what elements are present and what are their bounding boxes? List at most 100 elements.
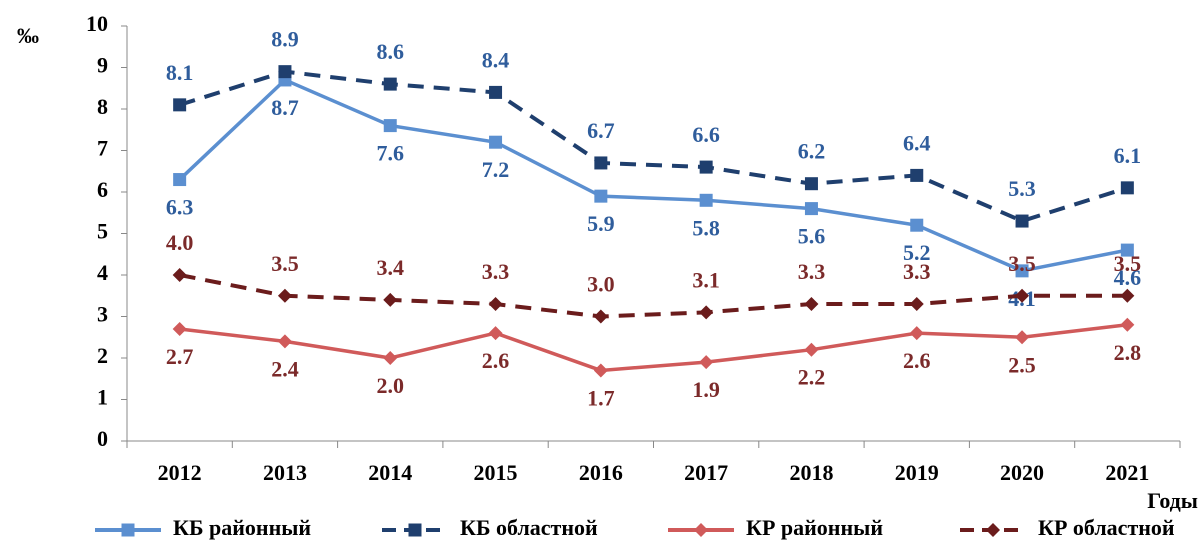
data-label: 2.6 — [482, 348, 510, 373]
series-line — [179, 273, 1128, 319]
data-label: 2.8 — [1114, 340, 1142, 365]
x-tick-label: 2017 — [684, 460, 728, 485]
x-tick-label: 2018 — [789, 460, 833, 485]
data-point — [173, 98, 187, 112]
data-point — [1120, 317, 1135, 332]
data-label: 6.7 — [587, 118, 615, 143]
x-tick-label: 2015 — [474, 460, 518, 485]
series-line — [179, 323, 1128, 373]
legend-marker — [121, 523, 135, 537]
data-label: 8.1 — [166, 60, 194, 85]
data-point — [488, 326, 503, 341]
x-tick-label: 2013 — [263, 460, 307, 485]
data-point — [910, 168, 924, 182]
data-point — [488, 297, 503, 312]
x-tick-label: 2019 — [895, 460, 939, 485]
x-tick-label: 2014 — [368, 460, 412, 485]
data-point — [699, 193, 713, 207]
x-tick-label: 2021 — [1105, 460, 1149, 485]
data-label: 3.5 — [1114, 251, 1142, 276]
data-label: 3.5 — [271, 251, 299, 276]
data-label: 2.7 — [166, 344, 194, 369]
data-point — [909, 297, 924, 312]
data-point — [699, 355, 714, 370]
data-point — [909, 326, 924, 341]
x-axis-label: Годы — [1147, 488, 1198, 513]
legend-label: КБ областной — [460, 515, 598, 540]
data-label: 6.6 — [692, 122, 720, 147]
data-point — [1120, 243, 1134, 257]
data-label: 4.6 — [1114, 265, 1142, 290]
data-label: 3.4 — [377, 255, 405, 280]
data-label: 2.5 — [1008, 352, 1036, 377]
data-label: 6.3 — [166, 195, 194, 220]
legend-label: КБ районный — [173, 515, 311, 540]
data-label: 4.0 — [166, 230, 194, 255]
data-point — [593, 309, 608, 324]
data-point — [172, 321, 187, 336]
y-unit: ‰ — [17, 23, 39, 48]
data-label: 1.7 — [587, 385, 615, 410]
data-label: 2.2 — [798, 365, 826, 390]
data-label: 8.7 — [271, 95, 299, 120]
data-label: 8.6 — [377, 39, 405, 64]
data-point — [1015, 330, 1030, 345]
data-label: 2.4 — [271, 356, 299, 381]
data-label: 3.3 — [798, 259, 826, 284]
data-point — [594, 156, 608, 170]
data-point — [1015, 214, 1029, 228]
data-point — [910, 218, 924, 232]
y-tick-label: 3 — [97, 302, 108, 327]
legend-marker — [408, 523, 422, 537]
data-label: 7.2 — [482, 157, 510, 182]
y-tick-label: 5 — [97, 219, 108, 244]
legend-label: КР районный — [746, 515, 883, 540]
data-point — [277, 288, 292, 303]
legend-label: КР областной — [1038, 515, 1175, 540]
data-point — [593, 363, 608, 378]
series-line — [179, 69, 1128, 224]
x-tick-label: 2012 — [158, 460, 202, 485]
data-point — [383, 119, 397, 133]
data-point — [1015, 288, 1030, 303]
data-label: 6.2 — [798, 139, 826, 164]
data-point — [804, 297, 819, 312]
data-label: 2.0 — [377, 373, 405, 398]
data-label: 5.9 — [587, 211, 615, 236]
y-tick-label: 0 — [97, 426, 108, 451]
data-label: 5.6 — [798, 224, 826, 249]
data-point — [277, 334, 292, 349]
data-point — [489, 135, 503, 149]
data-point — [1120, 288, 1135, 303]
data-label: 3.3 — [903, 259, 931, 284]
data-label: 3.0 — [587, 272, 615, 297]
data-point — [804, 177, 818, 191]
y-tick-label: 9 — [97, 53, 108, 78]
y-tick-label: 10 — [86, 11, 108, 36]
data-point — [172, 268, 187, 282]
data-point — [383, 77, 397, 91]
data-point — [173, 173, 187, 187]
data-label: 6.1 — [1114, 143, 1142, 168]
data-point — [278, 65, 292, 79]
series-line — [178, 77, 1128, 273]
data-label: 7.6 — [377, 141, 405, 166]
data-label: 5.2 — [903, 240, 931, 265]
data-point — [594, 189, 608, 203]
data-point — [1120, 181, 1134, 195]
data-point — [383, 351, 398, 365]
data-label: 6.4 — [903, 130, 931, 155]
data-label: 8.4 — [482, 47, 510, 72]
legend-marker — [694, 523, 708, 537]
y-tick-label: 2 — [97, 343, 108, 368]
y-tick-label: 6 — [97, 177, 108, 202]
data-label: 3.3 — [482, 259, 510, 284]
data-point — [489, 85, 503, 99]
data-point — [699, 305, 714, 320]
data-point — [1015, 264, 1029, 278]
data-point — [804, 202, 818, 216]
data-label: 2.6 — [903, 348, 931, 373]
x-tick-label: 2020 — [1000, 460, 1044, 485]
legend-marker — [986, 523, 1000, 537]
data-point — [699, 160, 713, 174]
